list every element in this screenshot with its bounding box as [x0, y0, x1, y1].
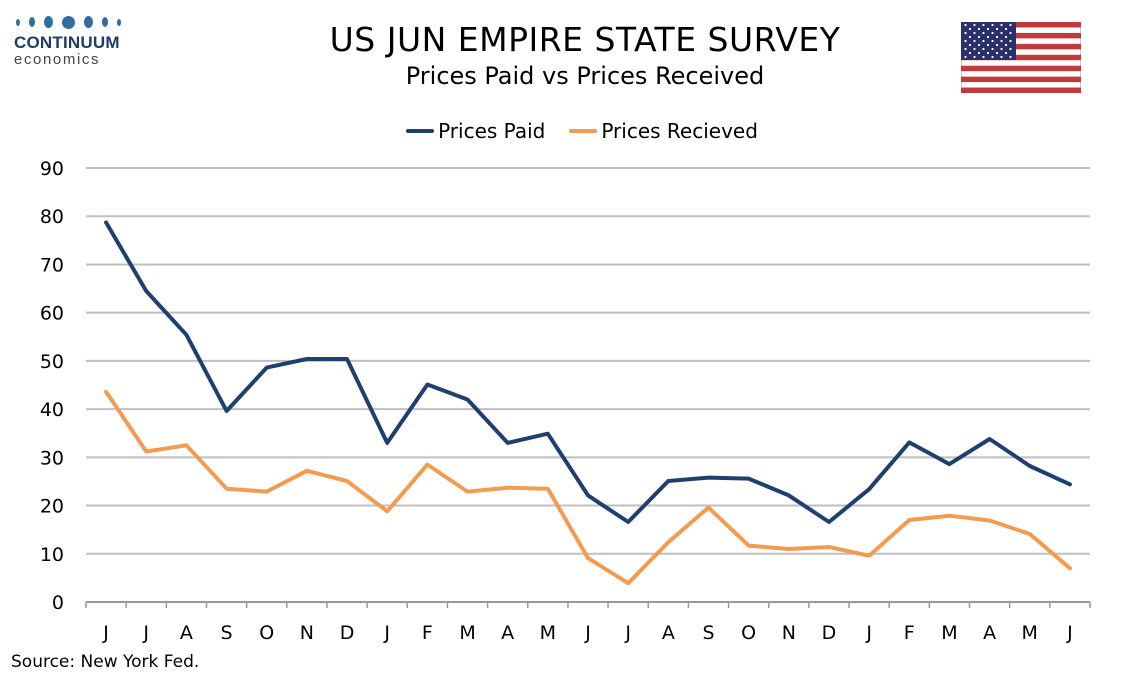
chart-subtitle: Prices Paid vs Prices Received	[405, 62, 765, 90]
x-tick-label: M	[941, 622, 957, 644]
y-tick-label: 30	[40, 447, 64, 469]
us-flag-icon	[961, 22, 1081, 93]
source-note: Source: New York Fed.	[11, 652, 200, 672]
x-tick-label: J	[865, 622, 872, 644]
y-tick-label: 40	[40, 399, 64, 421]
x-tick-label: O	[259, 622, 274, 644]
x-tick-label: O	[741, 622, 756, 644]
y-tick-label: 0	[52, 592, 64, 614]
y-tick-label: 20	[40, 496, 64, 518]
x-tick-label: A	[180, 622, 193, 644]
chart-title: US JUN EMPIRE STATE SURVEY	[329, 20, 841, 59]
x-tick-label: J	[102, 622, 109, 644]
legend-swatch-prices-received	[569, 129, 598, 133]
y-tick-label: 50	[40, 351, 64, 373]
logo-sub: economics	[14, 51, 101, 68]
x-tick-label: N	[782, 622, 796, 644]
x-tick-label: J	[1066, 622, 1073, 644]
x-tick-label: F	[904, 622, 915, 644]
legend-item-prices-received: Prices Recieved	[569, 119, 758, 143]
x-tick-label: M	[540, 622, 556, 644]
x-tick-label: J	[142, 622, 149, 644]
x-tick-label: M	[1022, 622, 1038, 644]
legend-item-prices-paid: Prices Paid	[406, 119, 545, 143]
x-tick-label: D	[340, 622, 355, 644]
x-tick-label: A	[501, 622, 514, 644]
x-tick-label: S	[702, 622, 714, 644]
y-tick-label: 10	[40, 544, 64, 566]
continuum-logo: CONTINUUM economics	[14, 14, 134, 68]
y-tick-label: 60	[40, 303, 64, 325]
series-line-prices-paid	[104, 220, 1072, 524]
y-tick-label: 80	[40, 206, 64, 228]
y-tick-label: 90	[40, 158, 64, 180]
x-tick-label: J	[584, 622, 591, 644]
legend-swatch-prices-paid	[406, 129, 435, 133]
x-tick-label: N	[300, 622, 314, 644]
y-tick-label: 70	[40, 254, 64, 276]
x-tick-label: S	[221, 622, 233, 644]
legend-label-prices-received: Prices Recieved	[601, 119, 758, 143]
series-line-prices-received	[104, 389, 1072, 586]
logo-dots	[14, 14, 134, 30]
x-tick-label: A	[983, 622, 996, 644]
logo-name: CONTINUUM	[14, 33, 120, 52]
legend-label-prices-paid: Prices Paid	[438, 119, 546, 143]
x-tick-label: D	[822, 622, 837, 644]
x-tick-label: J	[624, 622, 631, 644]
x-tick-label: F	[422, 622, 433, 644]
chart-legend: Prices Paid Prices Recieved	[0, 119, 1134, 143]
x-tick-label: M	[459, 622, 475, 644]
x-tick-label: J	[383, 622, 390, 644]
x-tick-label: A	[662, 622, 675, 644]
